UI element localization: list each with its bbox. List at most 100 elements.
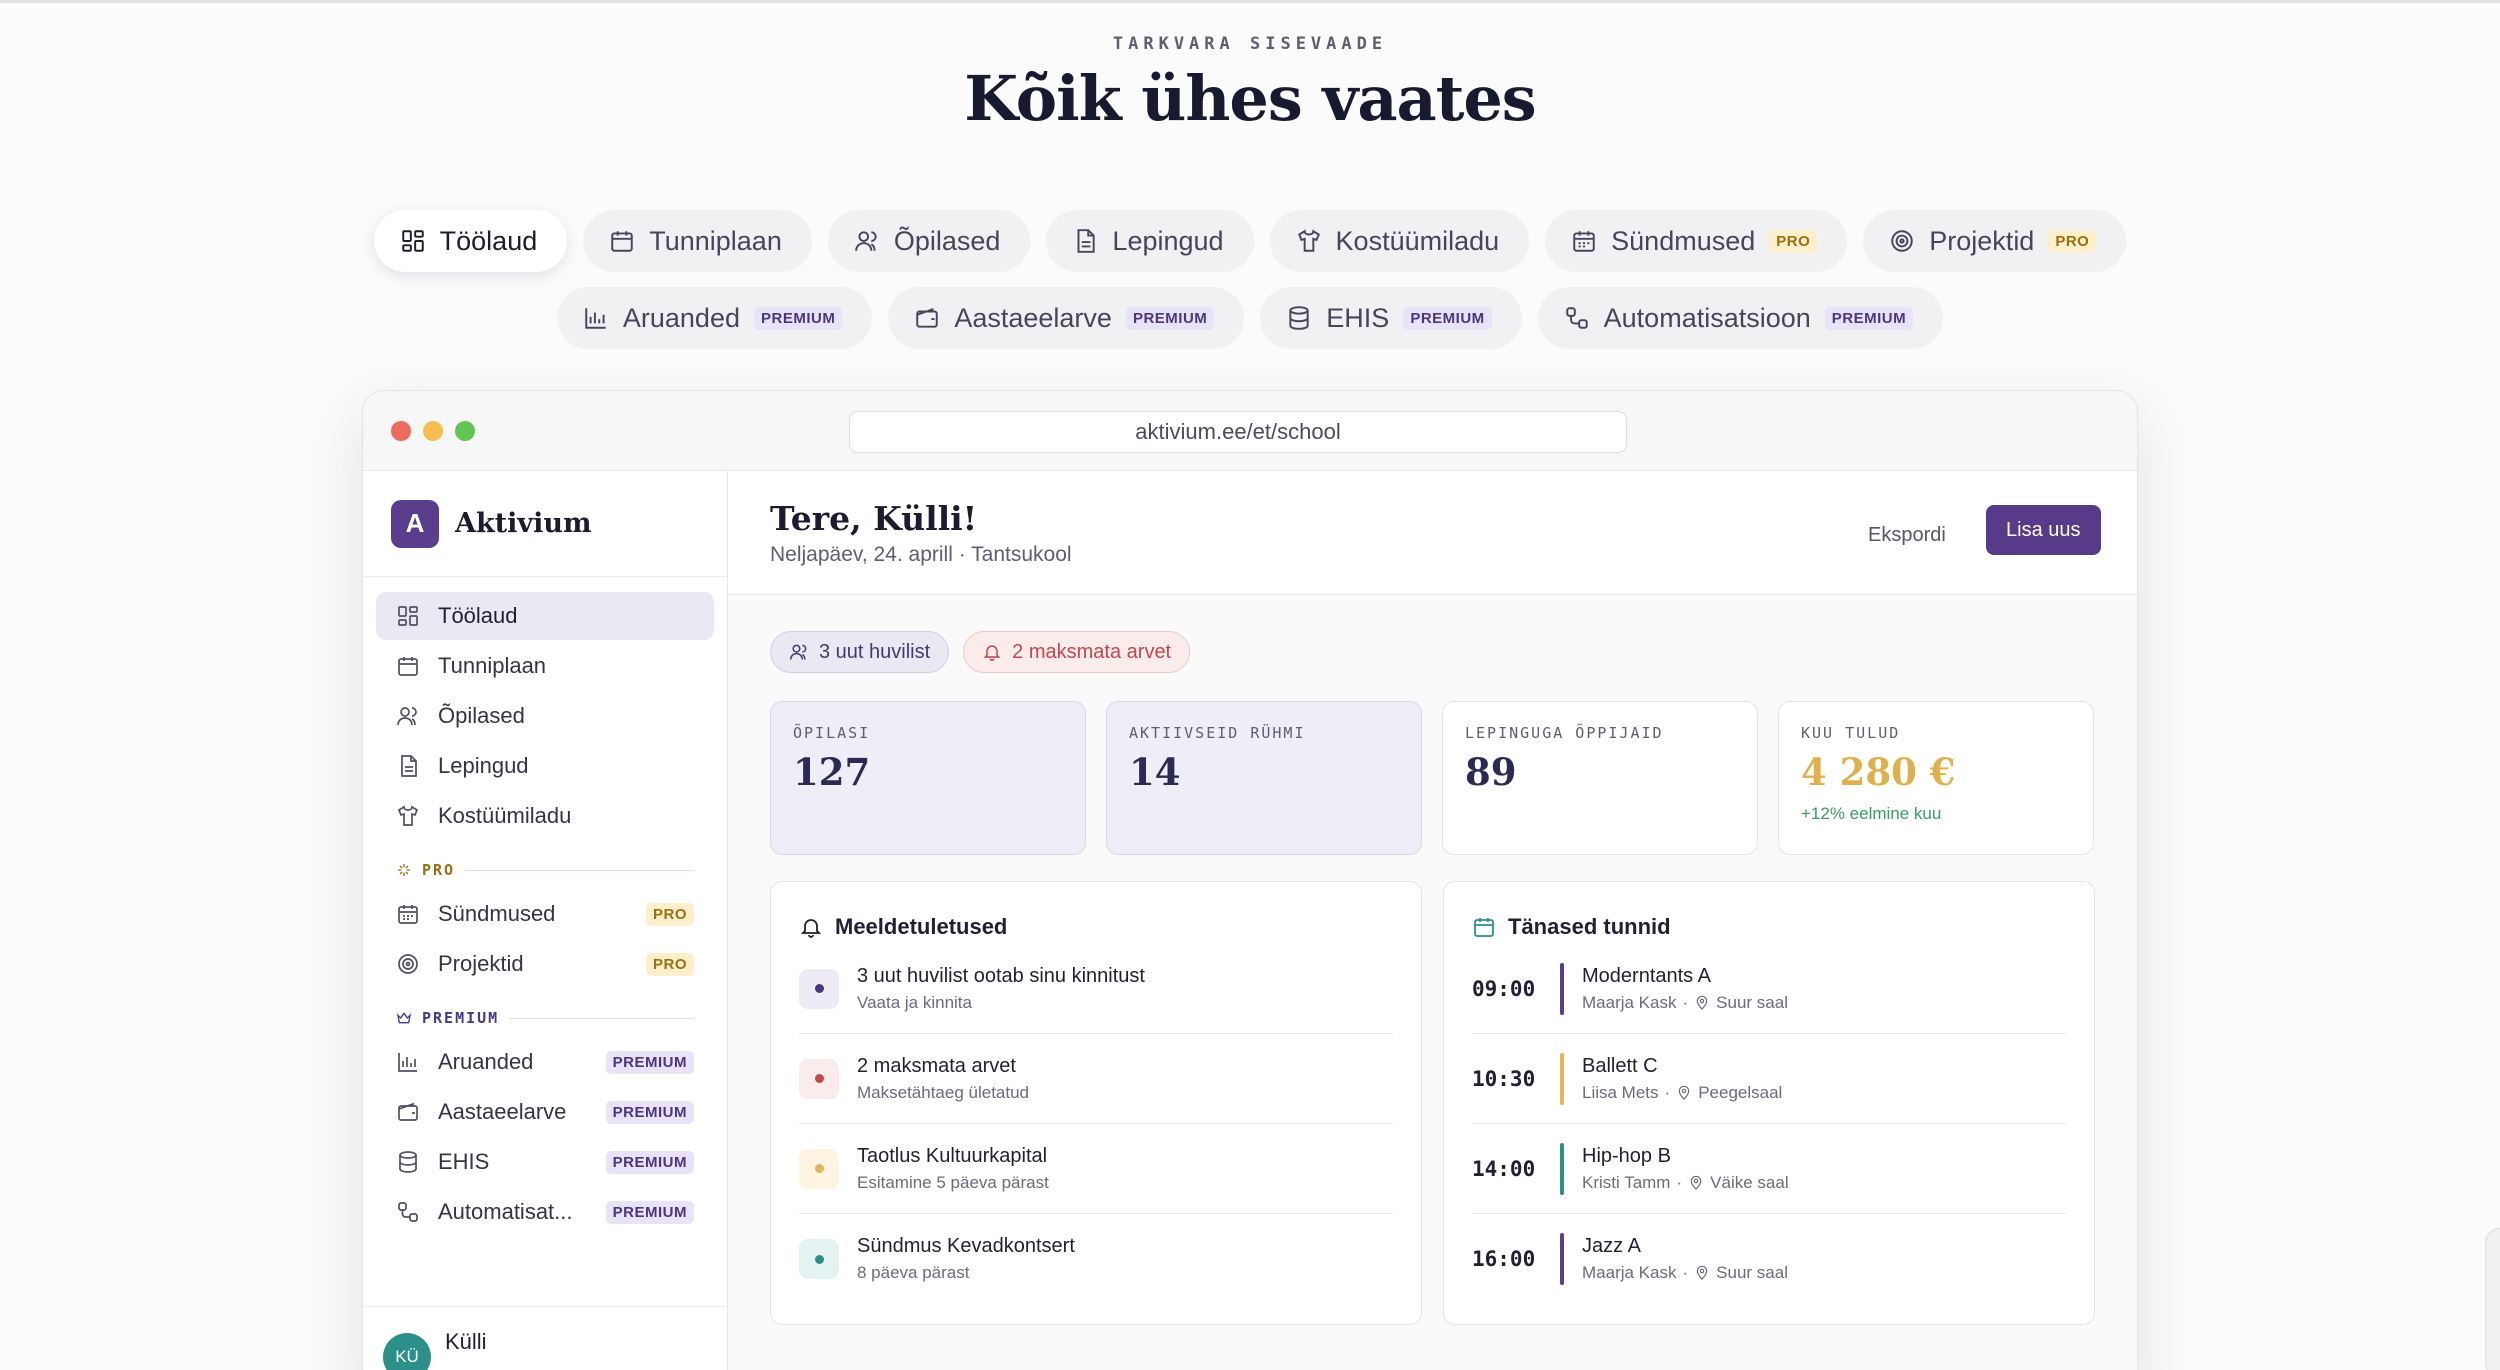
page-eyebrow: TARKVARA SISEVAADE xyxy=(1112,34,1388,54)
stat-card-income[interactable]: KUU TULUD 4 280 € +12% eelmine kuu xyxy=(1778,701,2094,855)
feature-tab-projektid[interactable]: Projektid PRO xyxy=(1863,210,2127,272)
lesson-item[interactable]: 10:30 Ballett C Liisa Mets · Peegelsaal xyxy=(1472,1034,2066,1124)
feature-tab-label: Projektid xyxy=(1929,225,2035,256)
sidebar-item-label: Aruanded xyxy=(438,1049,534,1074)
reminder-text: Taotlus Kultuurkapital Esitamine 5 päeva … xyxy=(857,1145,1049,1193)
feature-tab-label: Aruanded xyxy=(622,302,740,333)
feature-tab-sundmused[interactable]: Sündmused PRO xyxy=(1545,210,1848,272)
lesson-text: Jazz A Maarja Kask · Suur saal xyxy=(1582,1235,1788,1283)
sidebar-item-lepingud[interactable]: Lepingud xyxy=(376,742,714,790)
lesson-item[interactable]: 16:00 Jazz A Maarja Kask · Suur saal xyxy=(1472,1214,2066,1304)
wallet-icon xyxy=(916,307,939,328)
sidebar-item-ehis[interactable]: EHIS PREMIUM xyxy=(376,1138,714,1186)
edge-scroll-handle[interactable] xyxy=(2485,1228,2500,1370)
stat-value: 89 xyxy=(1465,750,1517,794)
new-students-chip[interactable]: 3 uut huvilist xyxy=(770,631,950,673)
window-close-dot[interactable] xyxy=(391,421,411,441)
sidebar-item-toolaud[interactable]: Töölaud xyxy=(376,592,714,640)
feature-tab-opilased[interactable]: Õpilased xyxy=(827,210,1031,272)
panel-title-text: Tänased tunnid xyxy=(1508,914,1671,939)
sidebar-item-opilased[interactable]: Õpilased xyxy=(376,692,714,740)
page-headline: Kõik ühes vaates xyxy=(964,62,1536,135)
reminder-text: 2 maksmata arvet Maksetähtaeg ületatud xyxy=(857,1055,1029,1103)
window-minimize-dot[interactable] xyxy=(423,421,443,441)
browser-chrome: aktivium.ee/et/school xyxy=(363,391,2137,471)
chip-label: 2 maksmata arvet xyxy=(1012,640,1172,663)
pro-badge: PRO xyxy=(645,952,694,976)
lesson-meta: Liisa Mets · Peegelsaal xyxy=(1582,1083,1782,1103)
section-label: PRO xyxy=(422,861,456,879)
feature-tabs-row-1: Töölaud Tunniplaan Õpilased Lepingud Kos… xyxy=(0,210,2500,272)
lesson-list: 09:00 Moderntants A Maarja Kask · Suur saal 1… xyxy=(1472,944,2066,1304)
sidebar-item-aastaeelarve[interactable]: Aastaeelarve PREMIUM xyxy=(376,1088,714,1136)
feature-tab-aastaeelarve[interactable]: Aastaeelarve PREMIUM xyxy=(888,287,1245,349)
feature-tab-toolaud[interactable]: Töölaud xyxy=(373,210,568,272)
lesson-teacher: Liisa Mets xyxy=(1582,1082,1659,1102)
window-maximize-dot[interactable] xyxy=(455,421,475,441)
browser-window: aktivium.ee/et/school A Aktivium Töölaud… xyxy=(362,390,2138,1370)
sidebar-item-projektid[interactable]: Projektid PRO xyxy=(376,940,714,988)
premium-badge: PREMIUM xyxy=(1824,306,1914,330)
feature-tab-label: Lepingud xyxy=(1112,225,1224,256)
sidebar-item-label: Õpilased xyxy=(438,703,525,728)
user-profile[interactable]: KÜ Külli xyxy=(363,1306,728,1370)
stat-label: LEPINGUGA ÕPPIJAID xyxy=(1465,724,1664,742)
unpaid-invoices-chip[interactable]: 2 maksmata arvet xyxy=(963,631,1191,673)
panel-title: Tänased tunnid xyxy=(1472,910,2066,944)
feature-tab-automatisatsioon[interactable]: Automatisatsioon PREMIUM xyxy=(1537,287,1944,349)
lesson-item[interactable]: 09:00 Moderntants A Maarja Kask · Suur saal xyxy=(1472,944,2066,1034)
stat-value: 14 xyxy=(1129,750,1181,794)
feature-tab-tunniplaan[interactable]: Tunniplaan xyxy=(583,210,812,272)
feature-tab-kostuumiladu[interactable]: Kostüümiladu xyxy=(1269,210,1530,272)
brand: A Aktivium xyxy=(363,471,727,577)
main-content: Tere, Külli! Neljapäev, 24. aprill · Tan… xyxy=(728,471,2137,1370)
target-icon xyxy=(398,954,418,974)
separator: · xyxy=(1664,1082,1671,1102)
separator: · xyxy=(1682,1263,1689,1282)
feature-tab-ehis[interactable]: EHIS PREMIUM xyxy=(1260,287,1522,349)
sidebar-item-kostuumiladu[interactable]: Kostüümiladu xyxy=(376,792,714,840)
premium-badge: PREMIUM xyxy=(605,1200,694,1224)
lesson-text: Hip-hop B Kristi Tamm · Väike saal xyxy=(1582,1145,1789,1193)
lesson-color-bar xyxy=(1560,1233,1564,1285)
lesson-meta: Maarja Kask · Suur saal xyxy=(1582,1263,1788,1283)
sidebar-item-automatisatsioon[interactable]: Automatisat... PREMIUM xyxy=(376,1188,714,1236)
location-pin-icon xyxy=(1678,1085,1690,1100)
users-icon xyxy=(855,231,877,251)
top-divider xyxy=(0,0,2500,3)
feature-tab-label: Töölaud xyxy=(439,225,538,256)
location-pin-icon xyxy=(1696,995,1708,1010)
stat-card-contracts[interactable]: LEPINGUGA ÕPPIJAID 89 xyxy=(1442,701,1758,855)
premium-badge: PREMIUM xyxy=(1125,306,1215,330)
url-bar[interactable]: aktivium.ee/et/school xyxy=(849,411,1627,453)
app-sidebar: A Aktivium Töölaud Tunniplaan Õpilased L… xyxy=(363,471,728,1370)
sidebar-item-tunniplaan[interactable]: Tunniplaan xyxy=(376,642,714,690)
sidebar-item-label: Sündmused xyxy=(438,901,556,926)
lesson-item[interactable]: 14:00 Hip-hop B Kristi Tamm · Väike saal xyxy=(1472,1124,2066,1214)
sidebar-item-sundmused[interactable]: Sündmused PRO xyxy=(376,890,714,938)
export-button[interactable]: Ekspordi xyxy=(1868,524,1946,546)
feature-tab-label: Kostüümiladu xyxy=(1335,225,1500,256)
premium-badge: PREMIUM xyxy=(605,1050,694,1074)
feature-tab-label: Tunniplaan xyxy=(649,225,782,256)
status-dot-icon xyxy=(799,968,839,1009)
reminder-item[interactable]: 3 uut huvilist ootab sinu kinnitust Vaata… xyxy=(799,944,1393,1034)
reminder-text: Sündmus Kevadkontsert 8 päeva pärast xyxy=(857,1235,1075,1283)
panel-title-text: Meeldetuletused xyxy=(835,914,1008,939)
lesson-room: Väike saal xyxy=(1710,1172,1789,1192)
stat-card-students[interactable]: ÕPILASI 127 xyxy=(770,701,1086,855)
stat-card-groups[interactable]: AKTIIVSEID RÜHMI 14 xyxy=(1106,701,1422,855)
reminder-item[interactable]: Sündmus Kevadkontsert 8 päeva pärast xyxy=(799,1214,1393,1304)
feature-tab-aruanded[interactable]: Aruanded PREMIUM xyxy=(556,287,873,349)
reminder-item[interactable]: 2 maksmata arvet Maksetähtaeg ületatud xyxy=(799,1034,1393,1124)
add-new-button[interactable]: Lisa uus xyxy=(1986,505,2101,555)
sidebar-item-aruanded[interactable]: Aruanded PREMIUM xyxy=(376,1038,714,1086)
sidebar-item-label: Tunniplaan xyxy=(438,653,547,678)
lesson-room: Suur saal xyxy=(1716,1263,1788,1282)
users-icon xyxy=(789,644,807,660)
reminder-title: 3 uut huvilist ootab sinu kinnitust xyxy=(857,964,1145,987)
database-icon xyxy=(1289,306,1309,330)
reminder-item[interactable]: Taotlus Kultuurkapital Esitamine 5 päeva … xyxy=(799,1124,1393,1214)
feature-tab-lepingud[interactable]: Lepingud xyxy=(1046,210,1254,272)
shirt-icon xyxy=(397,805,419,826)
